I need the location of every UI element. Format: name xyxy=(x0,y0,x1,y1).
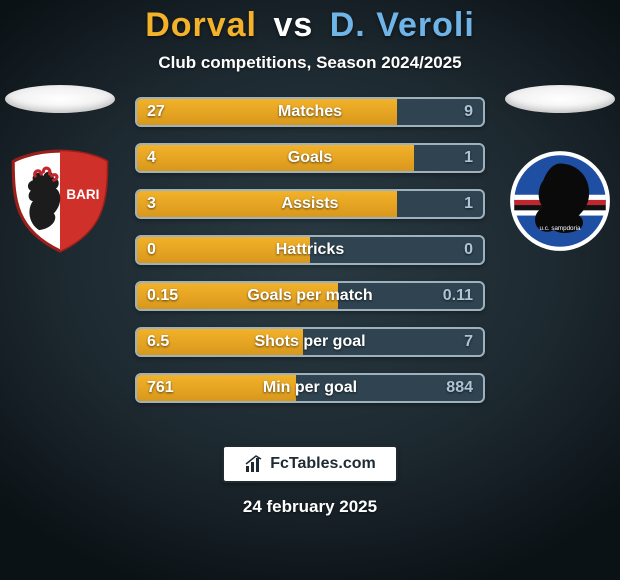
stat-bars: 279Matches 41Goals 31Assists 00Hattricks 0.1… xyxy=(135,97,485,403)
infographic-root: Dorval vs D. Veroli Club competitions, S… xyxy=(0,0,620,580)
stat-right-value: 7 xyxy=(464,333,473,351)
brand-chart-icon xyxy=(244,454,264,474)
title-vs: vs xyxy=(273,6,313,44)
stat-right-value: 9 xyxy=(464,103,473,121)
stat-bar: 00Hattricks xyxy=(135,235,485,265)
stat-right-value: 884 xyxy=(446,379,473,397)
brand-badge[interactable]: FcTables.com xyxy=(222,445,398,483)
right-club-column: u.c. sampdoria xyxy=(500,85,620,253)
stat-bar: 31Assists xyxy=(135,189,485,219)
stat-right-value: 1 xyxy=(464,195,473,213)
stat-bar-fill xyxy=(137,145,414,171)
stat-bar: 0.150.11Goals per match xyxy=(135,281,485,311)
subtitle: Club competitions, Season 2024/2025 xyxy=(0,53,620,73)
page-title: Dorval vs D. Veroli xyxy=(0,0,620,45)
stat-bar: 6.57Shots per goal xyxy=(135,327,485,357)
brand-text: FcTables.com xyxy=(270,455,376,473)
stat-bar-fill xyxy=(137,283,338,309)
svg-text:BARI: BARI xyxy=(66,187,99,202)
stat-bar-fill xyxy=(137,191,397,217)
stat-right-value: 1 xyxy=(464,149,473,167)
stat-bar: 279Matches xyxy=(135,97,485,127)
comparison-block: BARI xyxy=(0,97,620,427)
stat-bar: 41Goals xyxy=(135,143,485,173)
right-club-logo: u.c. sampdoria xyxy=(508,149,612,253)
date-text: 24 february 2025 xyxy=(0,497,620,517)
left-club-logo: BARI xyxy=(8,149,112,253)
stat-right-value: 0.11 xyxy=(443,287,473,305)
pedestal-ellipse xyxy=(5,85,115,113)
left-club-column: BARI xyxy=(0,85,120,253)
pedestal-ellipse xyxy=(505,85,615,113)
stat-bar-fill xyxy=(137,237,310,263)
stat-bar-fill xyxy=(137,329,303,355)
title-right-player: D. Veroli xyxy=(330,6,475,44)
stat-bar-fill xyxy=(137,375,296,401)
title-left-player: Dorval xyxy=(145,6,257,44)
stat-right-value: 0 xyxy=(464,241,473,259)
stat-bar: 761884Min per goal xyxy=(135,373,485,403)
svg-text:u.c. sampdoria: u.c. sampdoria xyxy=(540,225,581,232)
stat-bar-fill xyxy=(137,99,397,125)
